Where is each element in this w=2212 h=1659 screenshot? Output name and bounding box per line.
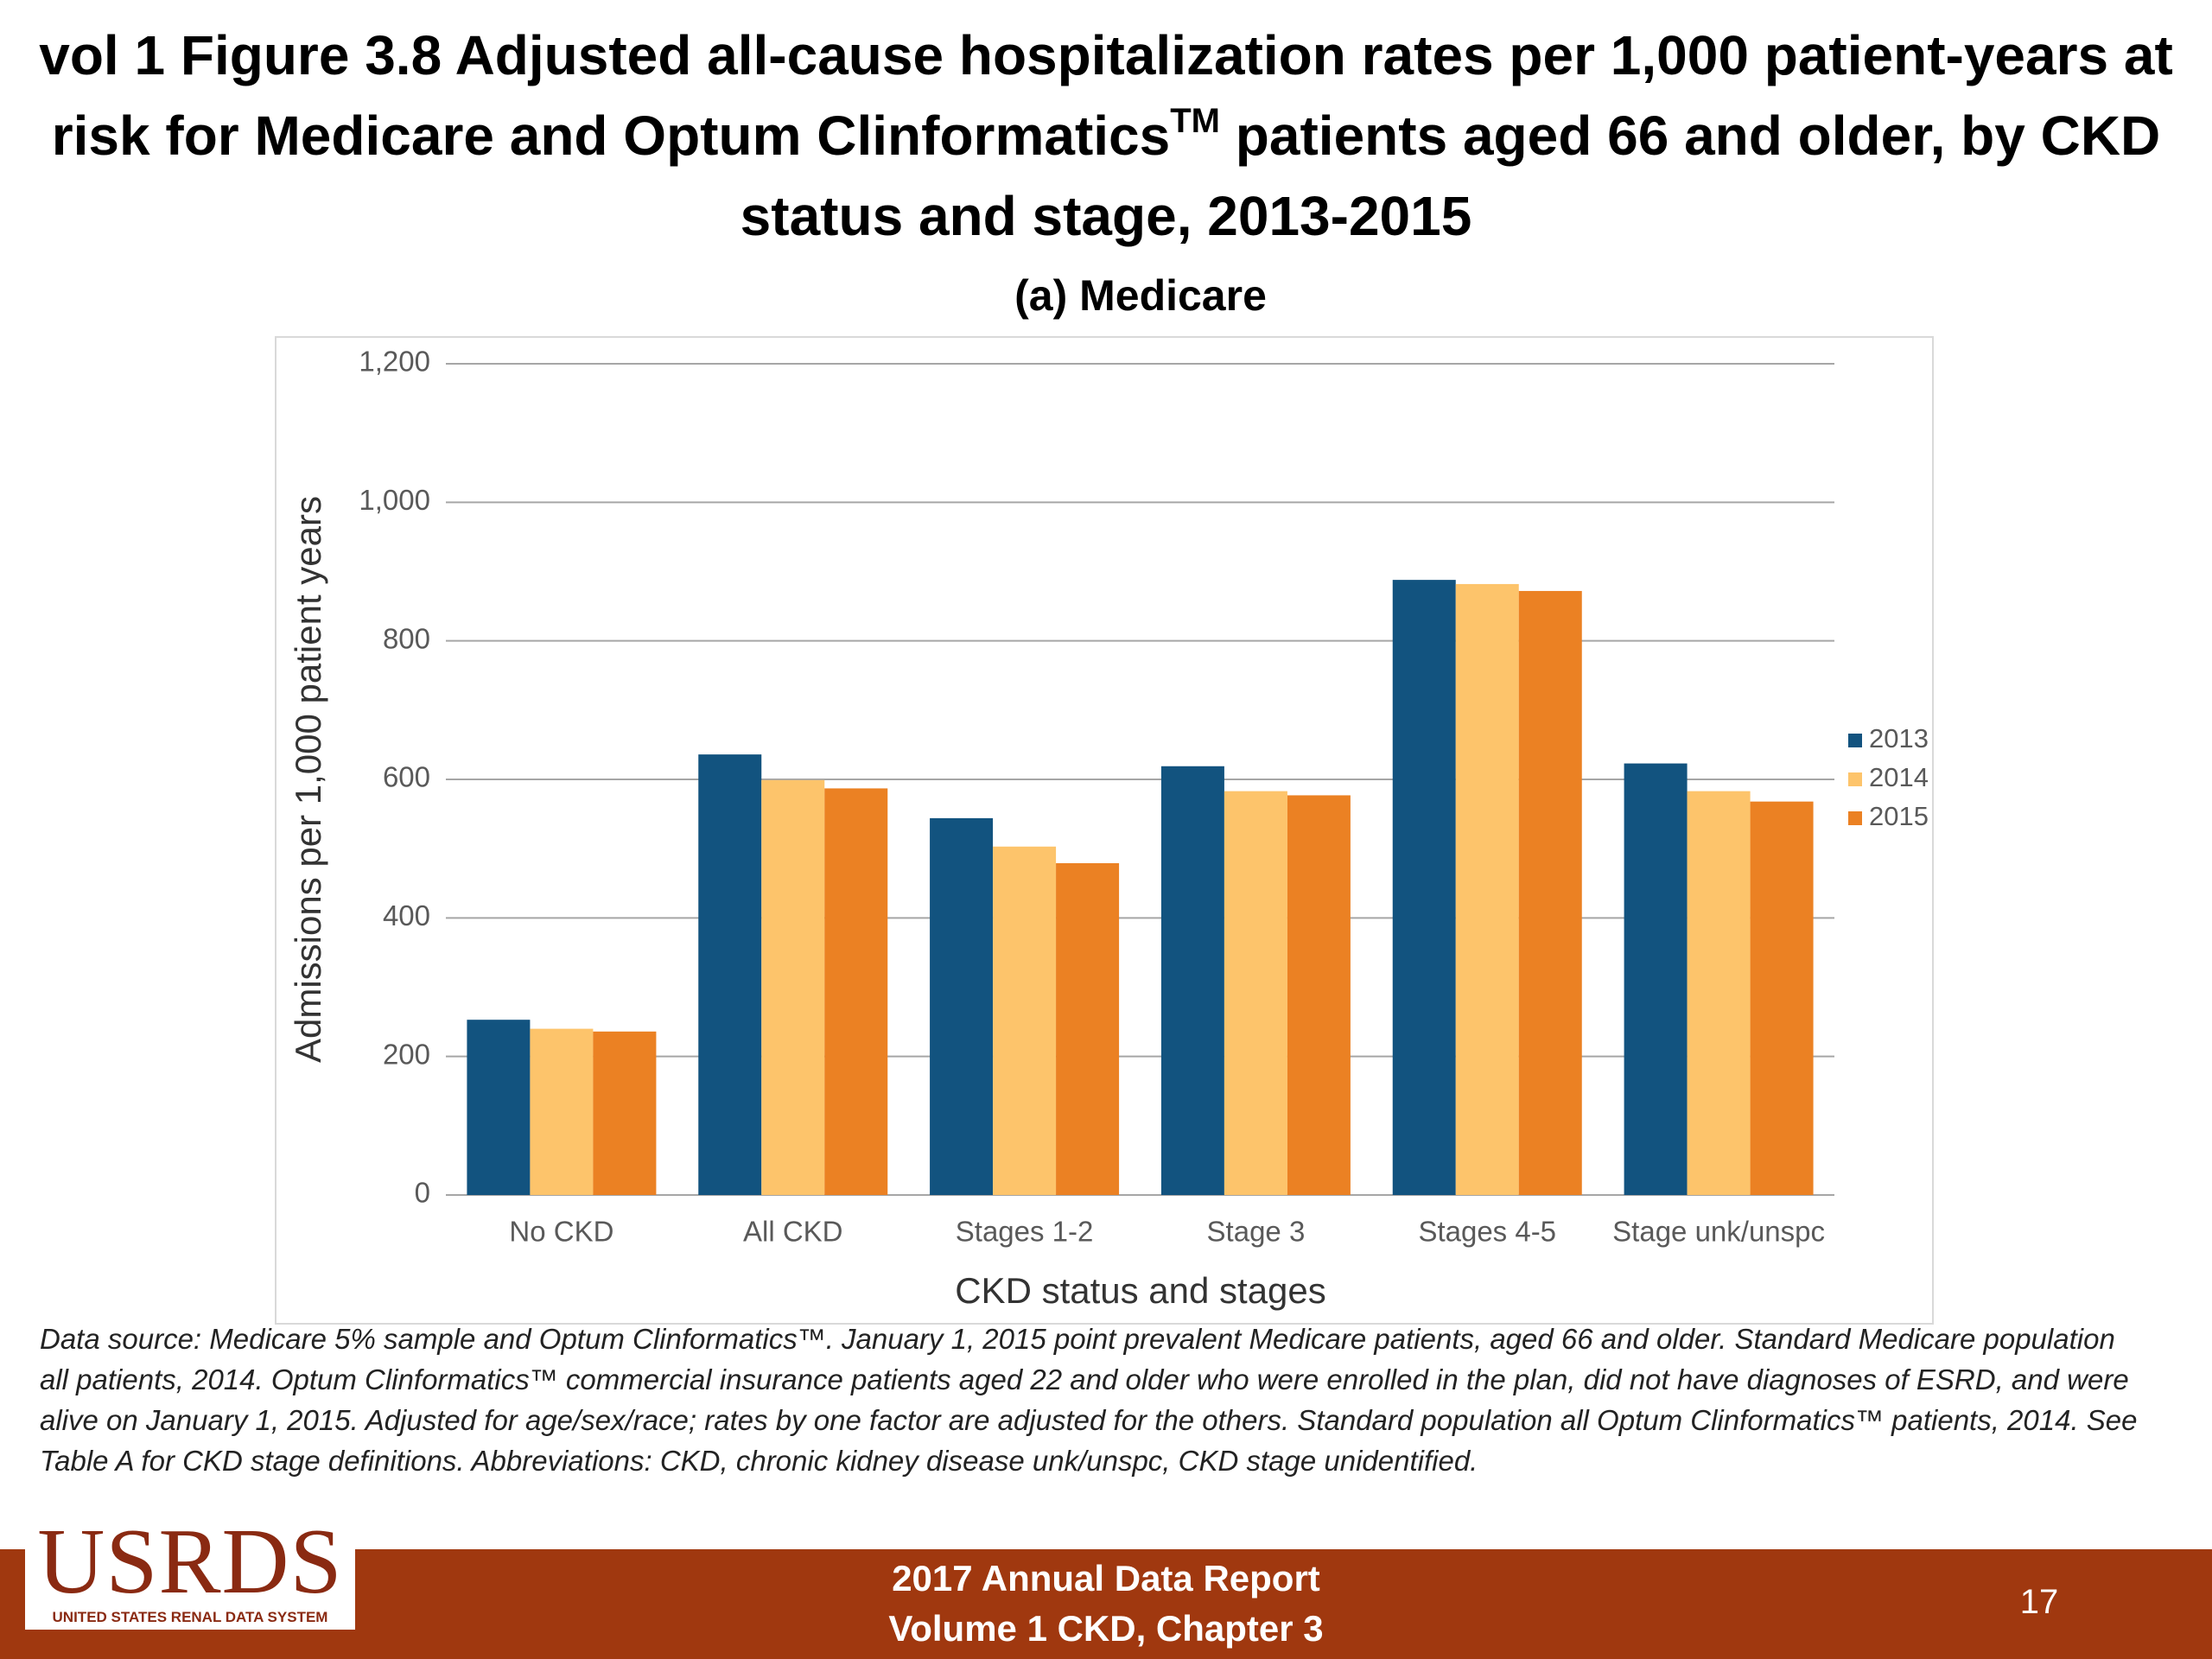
legend-label: 2014 [1869,762,1929,792]
legend-label: 2015 [1869,801,1929,831]
y-tick-label: 0 [415,1177,430,1209]
footer-bar [0,1549,2212,1659]
bar [993,846,1057,1195]
logo: USRDS UNITED STATES RENAL DATA SYSTEM [25,1510,355,1630]
footer-line: 2017 Annual Data Report [892,1558,1320,1599]
footer-text: 2017 Annual Data Report Volume 1 CKD, Cha… [760,1554,1452,1654]
page-number: 17 [2019,1583,2059,1621]
footnote: Data source: Medicare 5% sample and Optu… [40,1323,2138,1477]
bar [1287,795,1351,1195]
chart-frame [275,336,1934,1325]
y-axis-label: Admissions per 1,000 patient years [288,496,328,1063]
bar [1687,791,1751,1195]
x-tick-label: Stage 3 [1207,1216,1306,1248]
logo-tagline: UNITED STATES RENAL DATA SYSTEM [52,1609,328,1625]
logo-name: USRDS [37,1510,343,1613]
bar [698,754,762,1195]
legend-swatch [1848,734,1862,747]
bar [467,1020,531,1195]
chart-subtitle: (a) Medicare [1014,271,1267,320]
y-tick-label: 400 [383,899,430,931]
bar [593,1031,657,1195]
legend-label: 2013 [1869,723,1929,753]
y-tick-label: 600 [383,761,430,793]
bar [1056,863,1120,1195]
bar [1160,766,1224,1195]
bar [530,1028,594,1195]
bar [761,779,825,1195]
slide-title: vol 1 Figure 3.8 Adjusted all-cause hosp… [35,16,2177,257]
x-tick-label: Stage unk/unspc [1612,1216,1825,1248]
y-tick-label: 1,200 [359,346,430,378]
footer-line: Volume 1 CKD, Chapter 3 [888,1608,1324,1649]
y-tick-label: 1,000 [359,484,430,516]
y-tick-label: 800 [383,622,430,654]
x-tick-label: All CKD [743,1216,843,1248]
title-text: vol 1 Figure 3.8 Adjusted all-cause hosp… [39,24,2173,167]
bar [1392,580,1456,1195]
bar [824,788,888,1195]
bar [930,817,994,1195]
title-superscript: TM [1170,102,1220,140]
legend-swatch [1848,772,1862,786]
x-tick-label: Stages 1-2 [956,1216,1094,1248]
legend-swatch [1848,811,1862,825]
bar [1750,801,1814,1195]
title-text: patients aged 66 and older, by CKD statu… [740,105,2161,247]
x-tick-label: No CKD [509,1216,613,1248]
bar [1224,791,1287,1195]
x-axis-label: CKD status and stages [955,1270,1326,1311]
bar [1624,763,1688,1195]
x-tick-label: Stages 4-5 [1418,1216,1556,1248]
y-tick-label: 200 [383,1038,430,1070]
bar [1455,583,1519,1195]
bar [1518,590,1582,1195]
